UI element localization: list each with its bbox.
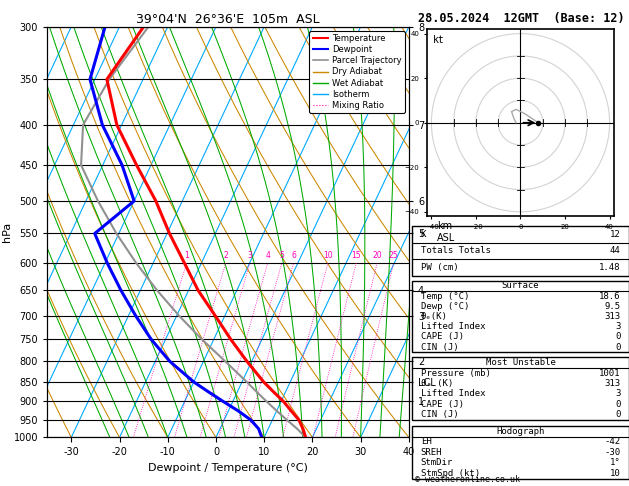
Text: Totals Totals: Totals Totals	[421, 246, 491, 255]
Text: 0: 0	[615, 332, 620, 342]
Text: CIN (J): CIN (J)	[421, 410, 459, 419]
Text: Dewp (°C): Dewp (°C)	[421, 302, 469, 311]
Text: 18.6: 18.6	[599, 292, 620, 301]
Text: -30: -30	[604, 448, 620, 457]
Y-axis label: km
ASL: km ASL	[437, 221, 455, 243]
Text: CAPE (J): CAPE (J)	[421, 332, 464, 342]
Title: 39°04'N  26°36'E  105m  ASL: 39°04'N 26°36'E 105m ASL	[136, 13, 320, 26]
Text: 28.05.2024  12GMT  (Base: 12): 28.05.2024 12GMT (Base: 12)	[418, 12, 625, 25]
Text: StmDir: StmDir	[421, 458, 453, 468]
Text: 0: 0	[615, 400, 620, 409]
Text: StmSpd (kt): StmSpd (kt)	[421, 469, 480, 478]
Text: 15: 15	[352, 251, 361, 260]
Text: PW (cm): PW (cm)	[421, 263, 459, 272]
Text: 0: 0	[615, 410, 620, 419]
Text: 10: 10	[610, 469, 620, 478]
Text: 9.5: 9.5	[604, 302, 620, 311]
Text: kt: kt	[433, 35, 444, 45]
Text: 1001: 1001	[599, 368, 620, 378]
Text: 3: 3	[247, 251, 252, 260]
Text: θₑ(K): θₑ(K)	[421, 312, 448, 321]
Text: Hodograph: Hodograph	[496, 427, 545, 436]
Text: Pressure (mb): Pressure (mb)	[421, 368, 491, 378]
Text: θₑ (K): θₑ (K)	[421, 379, 453, 388]
Text: Most Unstable: Most Unstable	[486, 358, 555, 367]
Text: 0: 0	[615, 343, 620, 352]
Text: 1: 1	[184, 251, 189, 260]
Text: 313: 313	[604, 312, 620, 321]
Text: 12: 12	[610, 230, 620, 239]
X-axis label: Dewpoint / Temperature (°C): Dewpoint / Temperature (°C)	[148, 463, 308, 473]
Text: 3: 3	[615, 322, 620, 331]
Text: Temp (°C): Temp (°C)	[421, 292, 469, 301]
Text: 6: 6	[291, 251, 296, 260]
Text: 3: 3	[615, 389, 620, 399]
Text: 20: 20	[372, 251, 382, 260]
Text: CAPE (J): CAPE (J)	[421, 400, 464, 409]
Text: SREH: SREH	[421, 448, 442, 457]
Text: 313: 313	[604, 379, 620, 388]
Text: Surface: Surface	[502, 281, 539, 291]
Legend: Temperature, Dewpoint, Parcel Trajectory, Dry Adiabat, Wet Adiabat, Isotherm, Mi: Temperature, Dewpoint, Parcel Trajectory…	[309, 31, 404, 113]
Text: 2: 2	[223, 251, 228, 260]
Text: CIN (J): CIN (J)	[421, 343, 459, 352]
Text: 1.48: 1.48	[599, 263, 620, 272]
Text: © weatheronline.co.uk: © weatheronline.co.uk	[415, 474, 520, 484]
Text: EH: EH	[421, 437, 431, 447]
Text: 44: 44	[610, 246, 620, 255]
Text: 4: 4	[265, 251, 270, 260]
Text: 1°: 1°	[610, 458, 620, 468]
Text: -42: -42	[604, 437, 620, 447]
Text: Lifted Index: Lifted Index	[421, 389, 485, 399]
Text: K: K	[421, 230, 426, 239]
Text: 25: 25	[389, 251, 398, 260]
Text: Lifted Index: Lifted Index	[421, 322, 485, 331]
Text: 10: 10	[323, 251, 333, 260]
Text: 5: 5	[279, 251, 284, 260]
Y-axis label: hPa: hPa	[3, 222, 12, 242]
